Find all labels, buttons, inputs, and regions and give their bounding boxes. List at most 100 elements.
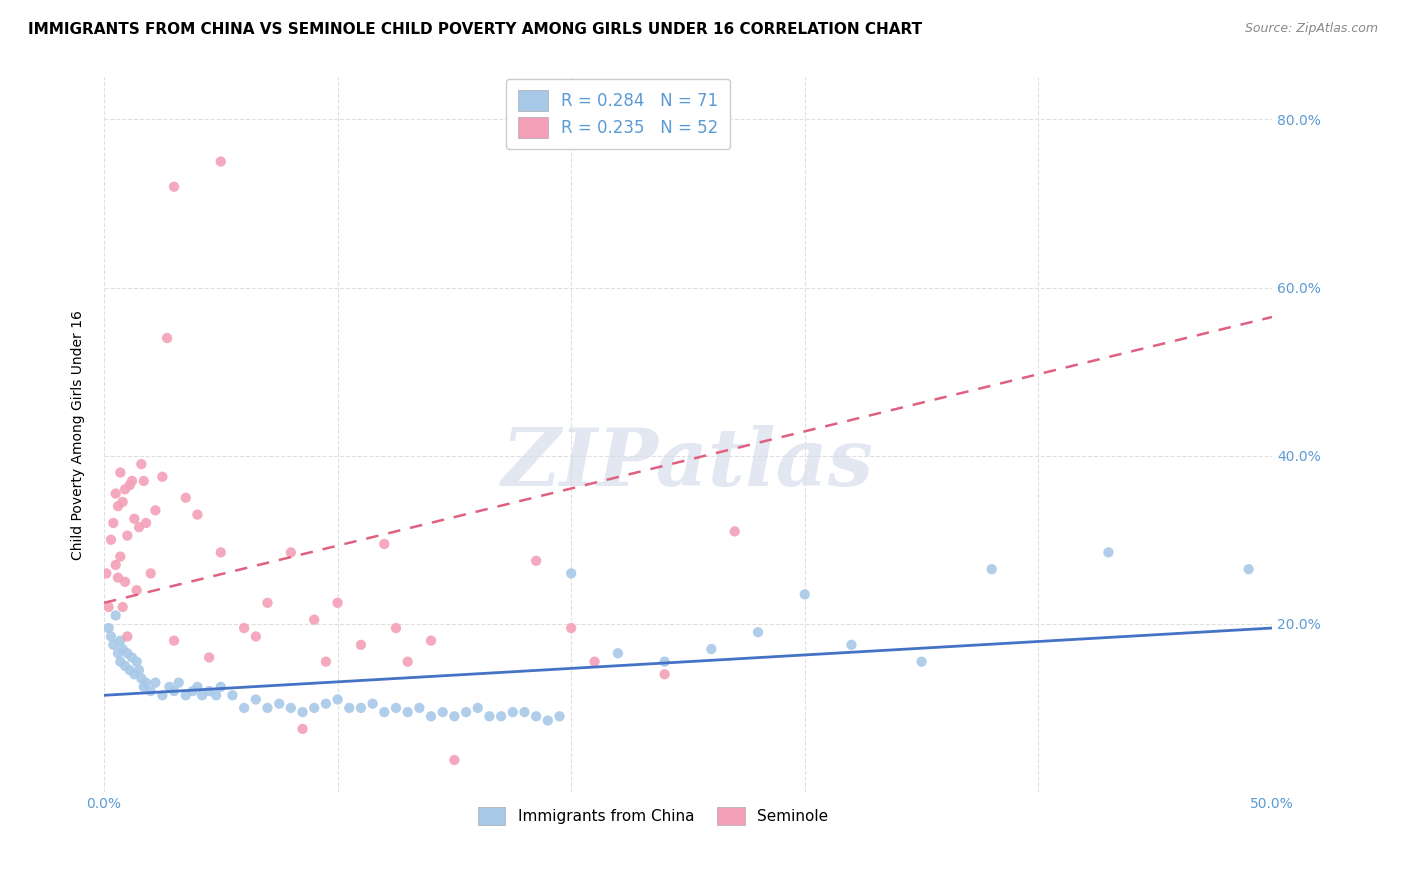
- Point: [132, 474, 155, 488]
- Point: [135, 675, 157, 690]
- Point: [117, 528, 139, 542]
- Point: [606, 646, 628, 660]
- Point: [114, 574, 136, 589]
- Point: [118, 478, 141, 492]
- Point: [350, 701, 373, 715]
- Point: [117, 630, 139, 644]
- Point: [910, 655, 932, 669]
- Point: [524, 709, 547, 723]
- Point: [198, 684, 221, 698]
- Point: [315, 697, 337, 711]
- Text: IMMIGRANTS FROM CHINA VS SEMINOLE CHILD POVERTY AMONG GIRLS UNDER 16 CORRELATION: IMMIGRANTS FROM CHINA VS SEMINOLE CHILD …: [28, 22, 922, 37]
- Point: [245, 692, 267, 706]
- Point: [132, 680, 155, 694]
- Point: [139, 566, 162, 581]
- Point: [104, 608, 127, 623]
- Point: [157, 680, 180, 694]
- Point: [747, 625, 769, 640]
- Point: [256, 701, 278, 715]
- Point: [396, 705, 419, 719]
- Point: [167, 675, 190, 690]
- Point: [326, 596, 349, 610]
- Point: [793, 587, 815, 601]
- Point: [233, 701, 256, 715]
- Point: [150, 469, 173, 483]
- Point: [489, 709, 512, 723]
- Point: [221, 688, 243, 702]
- Point: [103, 638, 125, 652]
- Point: [524, 554, 547, 568]
- Point: [373, 705, 395, 719]
- Point: [548, 709, 571, 723]
- Point: [537, 714, 560, 728]
- Text: Source: ZipAtlas.com: Source: ZipAtlas.com: [1244, 22, 1378, 36]
- Point: [145, 503, 167, 517]
- Point: [256, 596, 278, 610]
- Point: [163, 633, 186, 648]
- Point: [454, 705, 477, 719]
- Point: [1097, 545, 1119, 559]
- Point: [128, 520, 150, 534]
- Point: [107, 499, 129, 513]
- Point: [209, 680, 232, 694]
- Point: [163, 179, 186, 194]
- Point: [326, 692, 349, 706]
- Point: [107, 571, 129, 585]
- Point: [135, 516, 157, 530]
- Point: [191, 688, 214, 702]
- Point: [100, 630, 122, 644]
- Point: [111, 600, 134, 615]
- Point: [443, 709, 465, 723]
- Point: [139, 684, 162, 698]
- Point: [700, 642, 723, 657]
- Point: [103, 516, 125, 530]
- Point: [131, 672, 153, 686]
- Point: [125, 583, 148, 598]
- Point: [560, 621, 582, 635]
- Point: [361, 697, 384, 711]
- Point: [174, 688, 197, 702]
- Point: [302, 701, 325, 715]
- Point: [337, 701, 360, 715]
- Y-axis label: Child Poverty Among Girls Under 16: Child Poverty Among Girls Under 16: [72, 310, 86, 559]
- Point: [100, 533, 122, 547]
- Point: [654, 655, 676, 669]
- Point: [315, 655, 337, 669]
- Point: [467, 701, 489, 715]
- Point: [209, 545, 232, 559]
- Point: [163, 684, 186, 698]
- Point: [186, 680, 208, 694]
- Point: [396, 655, 419, 669]
- Point: [443, 753, 465, 767]
- Point: [131, 457, 153, 471]
- Point: [121, 474, 143, 488]
- Point: [280, 701, 302, 715]
- Point: [980, 562, 1002, 576]
- Point: [841, 638, 863, 652]
- Point: [385, 701, 408, 715]
- Point: [302, 613, 325, 627]
- Point: [117, 646, 139, 660]
- Point: [420, 709, 443, 723]
- Point: [124, 512, 146, 526]
- Point: [104, 558, 127, 572]
- Point: [111, 495, 134, 509]
- Point: [156, 331, 179, 345]
- Point: [114, 658, 136, 673]
- Point: [654, 667, 676, 681]
- Point: [350, 638, 373, 652]
- Point: [110, 655, 132, 669]
- Point: [513, 705, 536, 719]
- Point: [111, 642, 134, 657]
- Point: [97, 600, 120, 615]
- Point: [502, 705, 524, 719]
- Text: ZIPatlas: ZIPatlas: [502, 425, 875, 502]
- Point: [205, 688, 228, 702]
- Point: [118, 663, 141, 677]
- Point: [724, 524, 747, 539]
- Point: [124, 667, 146, 681]
- Point: [420, 633, 443, 648]
- Point: [1237, 562, 1260, 576]
- Point: [291, 705, 314, 719]
- Point: [121, 650, 143, 665]
